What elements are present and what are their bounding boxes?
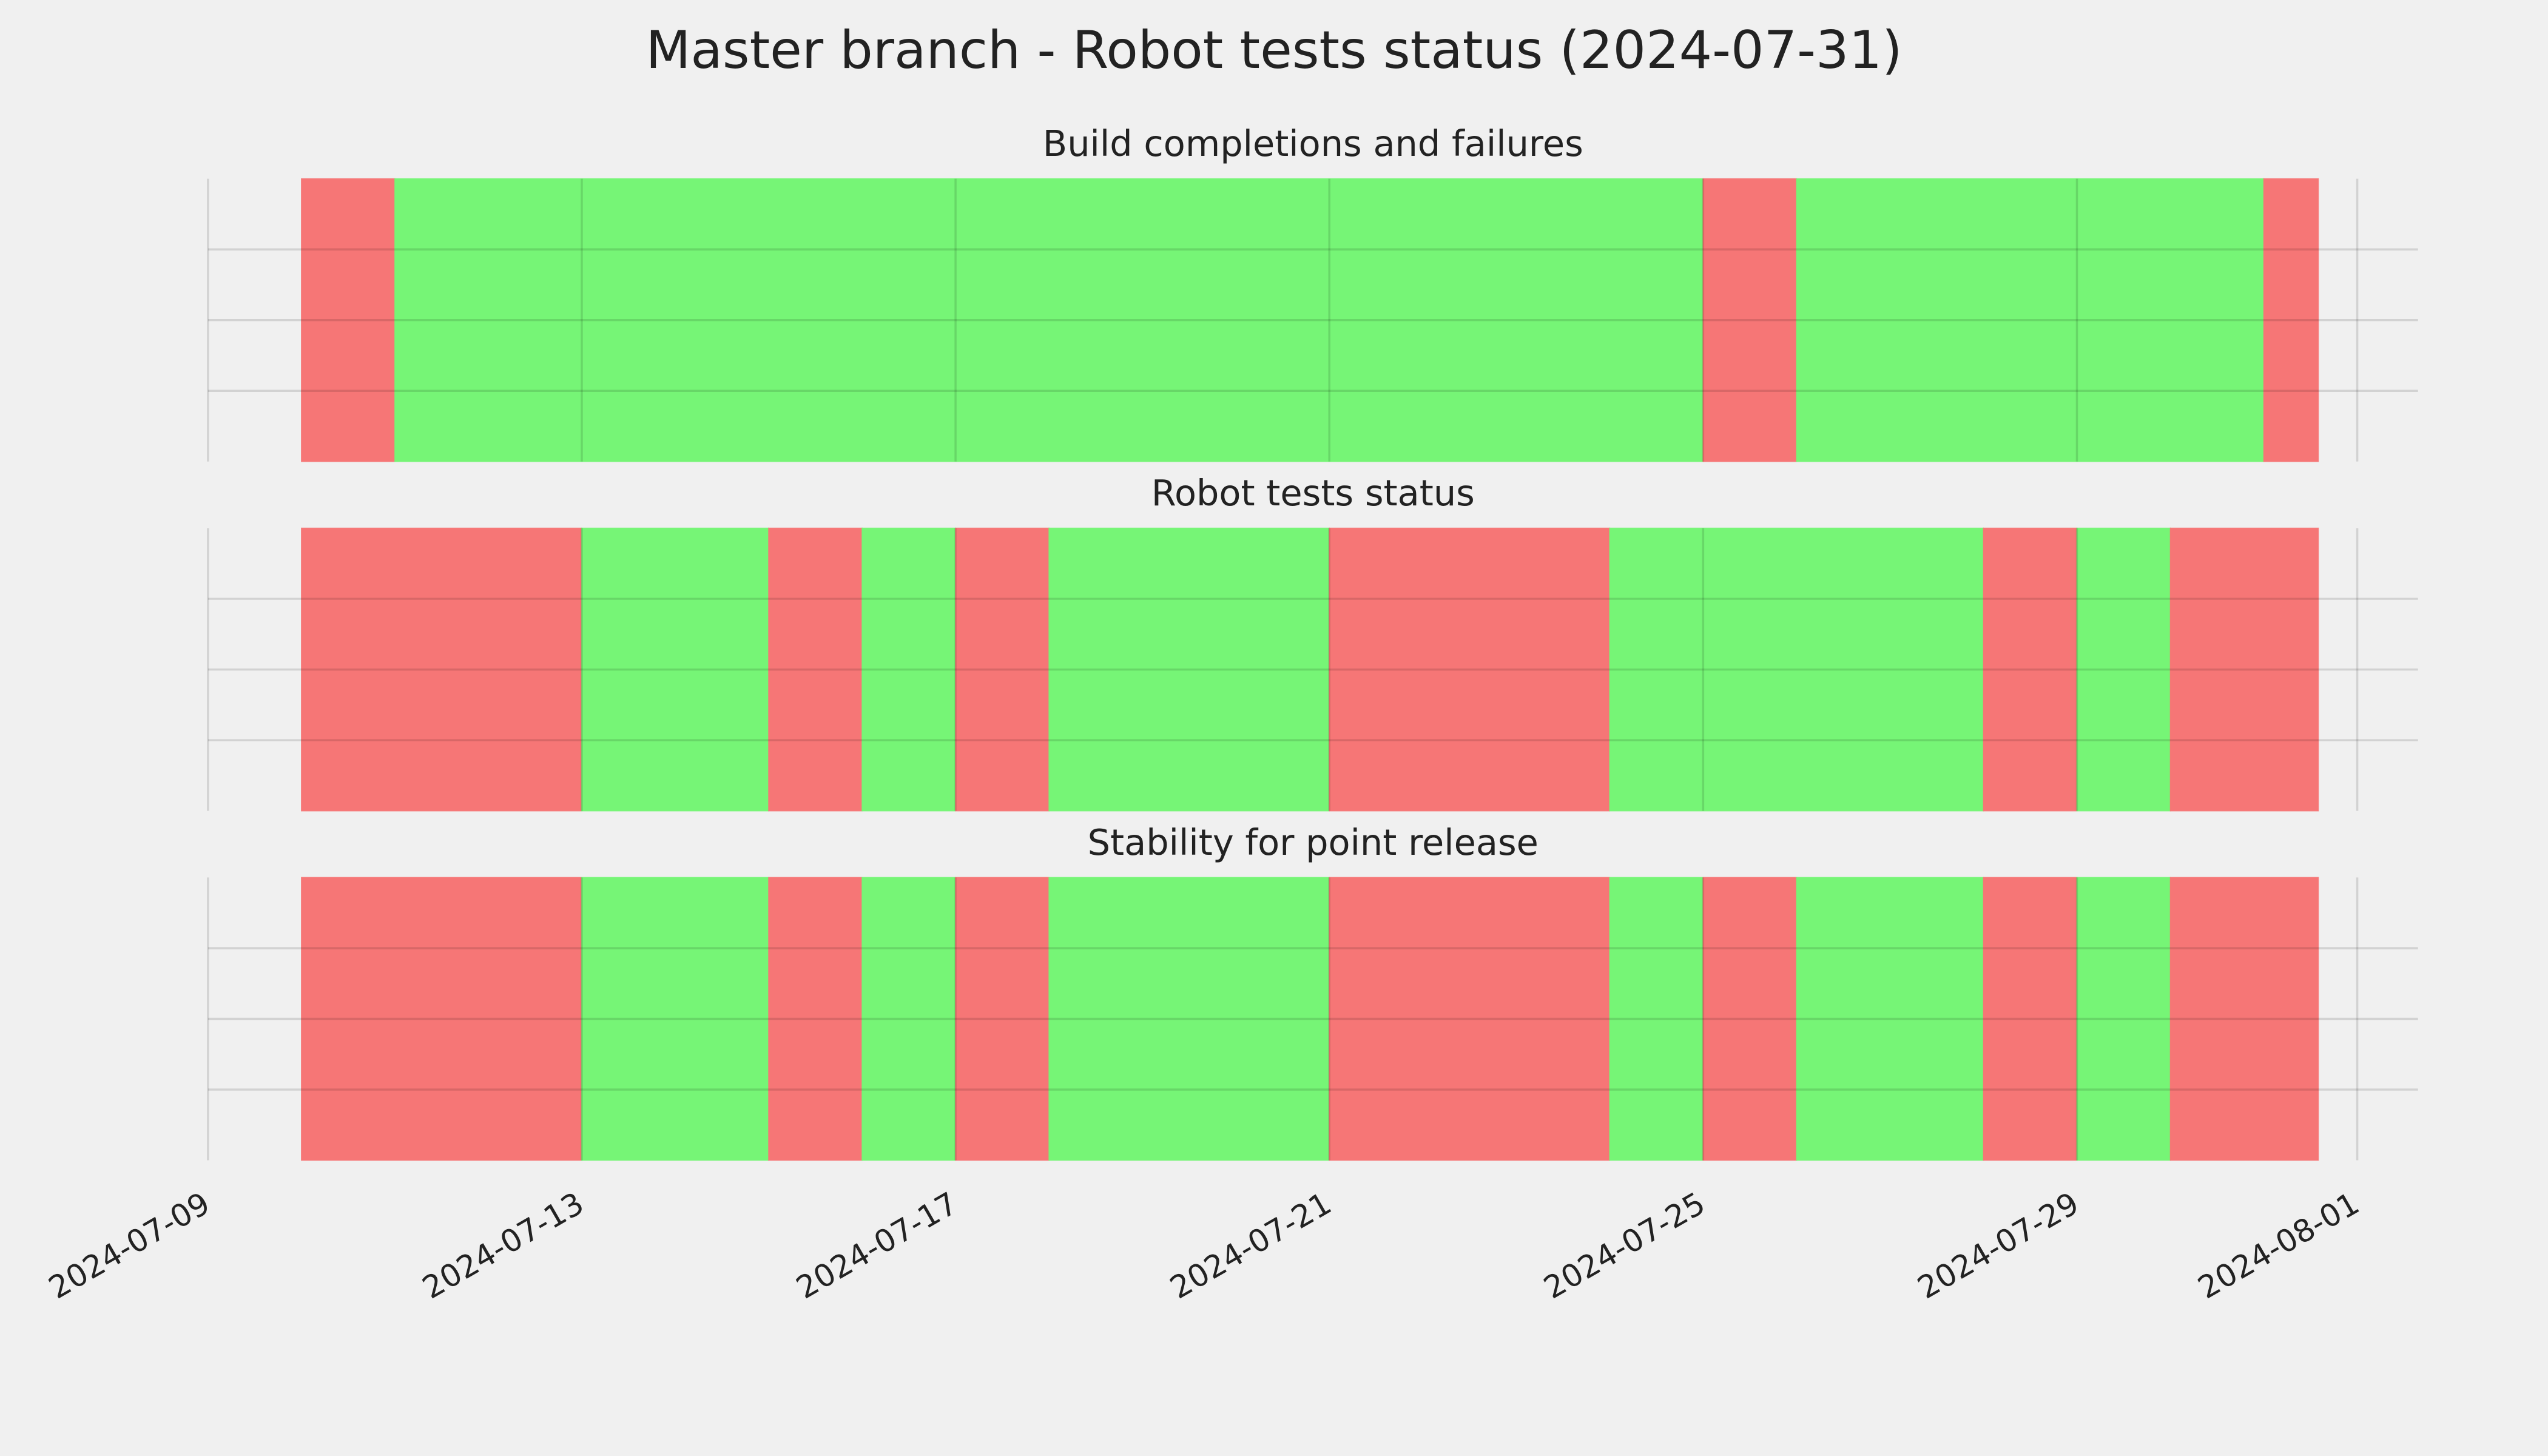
status-segment <box>768 877 863 1161</box>
status-segment <box>1329 527 1611 812</box>
status-segment <box>581 527 769 812</box>
status-segment <box>1702 877 1798 1161</box>
status-segment <box>2263 178 2319 462</box>
status-segment <box>955 527 1050 812</box>
status-segment <box>1329 877 1611 1161</box>
chart-title: Master branch - Robot tests status (2024… <box>645 20 1902 81</box>
status-segment <box>1609 877 1704 1161</box>
status-segment <box>955 877 1050 1161</box>
status-segment <box>1702 178 1798 462</box>
status-segment <box>1983 877 2078 1161</box>
status-segment <box>2169 877 2319 1161</box>
status-segment <box>1048 527 1330 812</box>
status-segment <box>1796 877 1984 1161</box>
panel-title: Build completions and failures <box>1043 123 1583 164</box>
status-segment <box>1796 178 2265 462</box>
status-segment <box>2169 527 2319 812</box>
status-segment <box>394 178 1704 462</box>
status-segment <box>861 527 956 812</box>
status-segment <box>1983 527 2078 812</box>
panel-title: Stability for point release <box>1088 821 1539 863</box>
status-segment <box>861 877 956 1161</box>
status-segment <box>1609 527 1984 812</box>
status-segment <box>2076 527 2171 812</box>
status-segment <box>1048 877 1330 1161</box>
status-segment <box>301 527 582 812</box>
status-segment <box>301 877 582 1161</box>
panel-title: Robot tests status <box>1151 472 1475 514</box>
status-segment <box>581 877 769 1161</box>
status-segment <box>301 178 396 462</box>
